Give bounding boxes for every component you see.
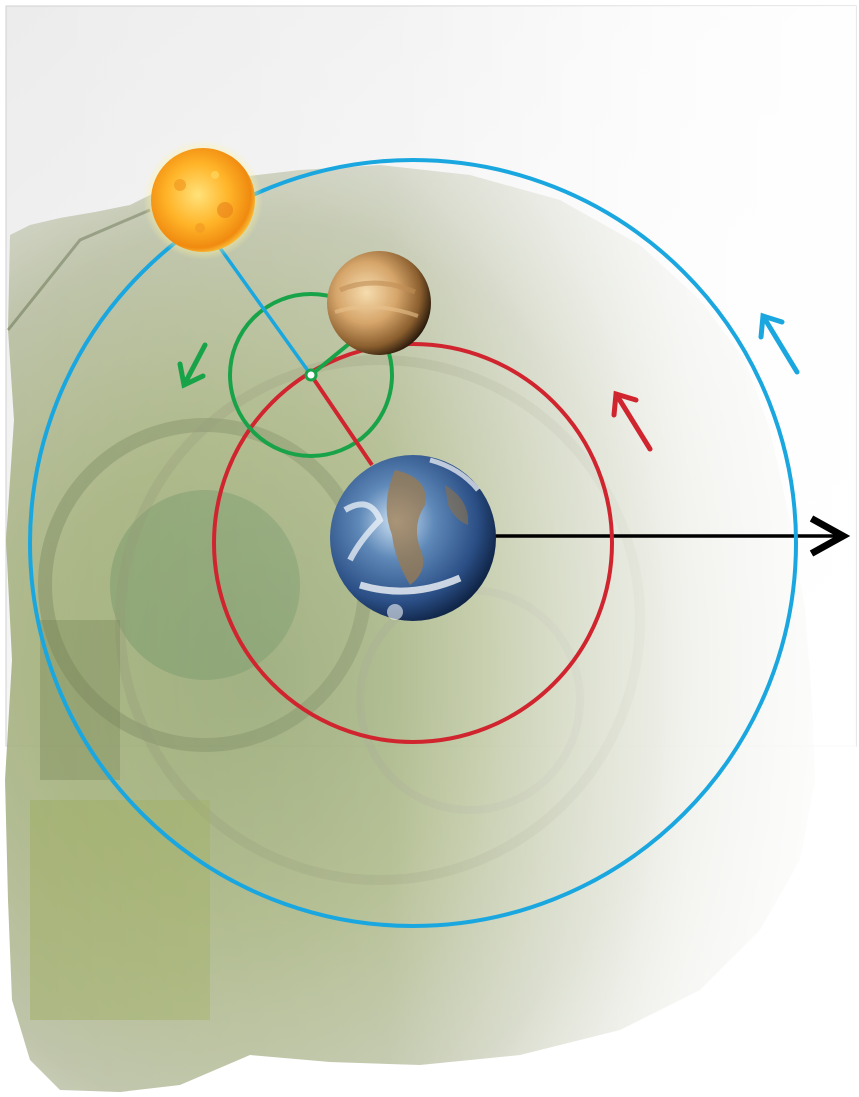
sun-orbit-direction-arrow: [758, 312, 800, 375]
epicycle-direction-arrow: [177, 342, 208, 389]
sun-icon: [143, 140, 263, 260]
venus-icon: [327, 251, 431, 355]
sun-radius-line: [218, 246, 313, 377]
earth-icon: [330, 455, 496, 621]
epicycle-radius-line: [309, 341, 352, 377]
venus-epicycle-circle: [228, 292, 394, 458]
deferent-direction-arrow: [611, 390, 653, 452]
epicycle-center-point: [304, 368, 318, 382]
venus-deferent-circle: [212, 342, 614, 744]
deferent-radius-line: [309, 373, 374, 467]
sun-orbit-circle: [28, 158, 798, 928]
